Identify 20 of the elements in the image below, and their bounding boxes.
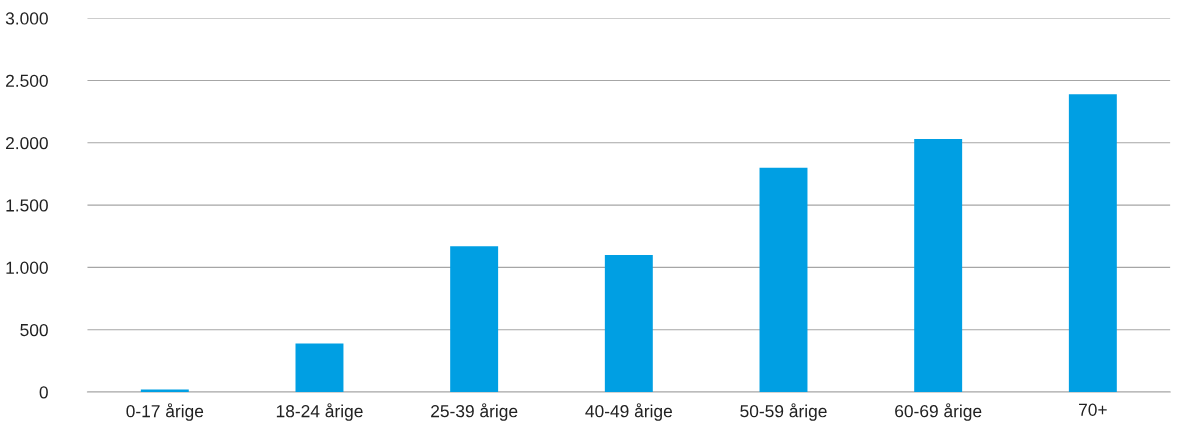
y-tick-label: 1.500 <box>6 199 48 212</box>
x-tick-label: 0-17 årige <box>126 403 204 421</box>
bar <box>295 343 344 393</box>
bar <box>1068 94 1117 393</box>
x-tick-label: 40-49 årige <box>585 403 672 421</box>
y-tick-label: 3.000 <box>5 12 48 25</box>
y-tick-label: 2.500 <box>6 74 48 87</box>
y-tick-label: 0 <box>39 386 48 399</box>
bar <box>604 254 653 393</box>
bar <box>914 139 963 393</box>
x-tick-label: 18-24 årige <box>276 403 363 421</box>
bar <box>450 246 499 393</box>
y-tick-label: 500 <box>20 323 48 337</box>
y-tick-label: 1.000 <box>6 261 48 274</box>
x-tick-label: 25-39 årige <box>431 403 518 421</box>
x-tick-label: 70+ <box>1079 403 1107 416</box>
bar <box>759 167 808 393</box>
x-tick-label: 60-69 årige <box>895 403 982 421</box>
y-tick-label: 2.000 <box>6 136 48 150</box>
x-tick-label: 50-59 årige <box>740 403 827 421</box>
